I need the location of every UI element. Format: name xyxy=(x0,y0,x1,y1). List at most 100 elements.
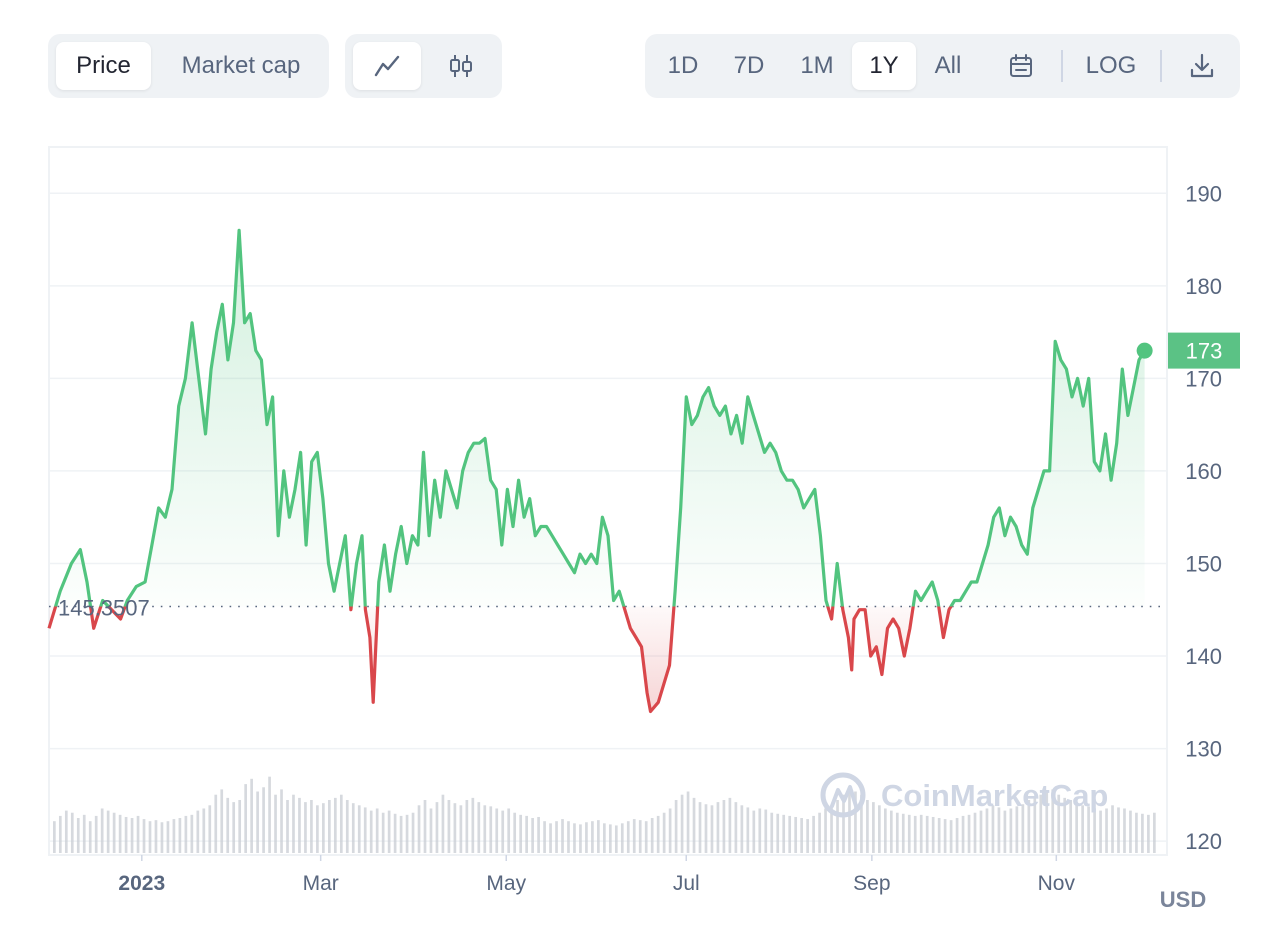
download-button[interactable] xyxy=(1172,42,1232,90)
volume-bar xyxy=(997,807,1001,853)
volume-bar xyxy=(1015,806,1019,853)
volume-bar xyxy=(53,821,56,853)
volume-bar xyxy=(202,808,206,853)
volume-bar xyxy=(1051,789,1055,853)
volume-bar xyxy=(764,809,768,853)
volume-bar xyxy=(1039,794,1043,853)
volume-bar xyxy=(1057,794,1061,853)
volume-bar xyxy=(262,787,265,853)
calendar-button[interactable] xyxy=(991,42,1051,90)
volume-bar xyxy=(64,810,68,853)
volume-bar xyxy=(943,819,947,853)
range-7d-button[interactable]: 7D xyxy=(733,52,765,79)
volume-bar xyxy=(226,797,230,853)
volume-bar xyxy=(860,794,863,853)
volume-bar xyxy=(274,794,277,853)
volume-bar xyxy=(220,789,224,853)
volume-bar xyxy=(1123,808,1126,853)
volume-bar xyxy=(698,802,702,853)
volume-bar xyxy=(178,818,182,853)
volume-bar xyxy=(1027,800,1031,853)
x-tick-label: Nov xyxy=(1038,872,1076,895)
baseline-label: 145.3507 xyxy=(58,595,150,620)
volume-bar xyxy=(286,800,289,853)
line-chart-button[interactable] xyxy=(353,42,421,90)
volume-bar xyxy=(322,803,325,853)
volume-bar xyxy=(339,794,343,853)
volume-bar xyxy=(1033,797,1037,853)
volume-bar xyxy=(142,819,146,853)
volume-bar xyxy=(208,805,212,853)
volume-bar xyxy=(501,810,505,853)
plot-frame xyxy=(48,146,1168,856)
volume-bar xyxy=(429,808,433,853)
volume-bar xyxy=(471,797,475,853)
x-tick-label: Mar xyxy=(303,872,339,895)
volume-bar xyxy=(459,805,463,853)
volume-bar xyxy=(656,815,660,853)
volume-bar xyxy=(632,819,636,853)
volume-bar xyxy=(154,820,158,853)
volume-bar xyxy=(345,800,349,853)
calendar-icon xyxy=(1010,54,1032,77)
volume-bar xyxy=(770,812,774,853)
volume-bar xyxy=(333,797,337,853)
volume-bar xyxy=(919,814,923,853)
volume-bar xyxy=(561,819,564,853)
volume-bar xyxy=(1003,810,1007,853)
volume-bar xyxy=(901,813,905,853)
download-icon xyxy=(1190,53,1214,78)
price-tab[interactable]: Price xyxy=(56,42,151,90)
volume-bar xyxy=(836,800,839,853)
volume-bar xyxy=(280,789,283,853)
current-price-label: 173 xyxy=(1186,339,1223,364)
volume-bar xyxy=(298,797,301,853)
volume-bar xyxy=(907,814,911,853)
y-tick-label: 190 xyxy=(1185,181,1222,206)
volume-bar xyxy=(423,800,427,853)
y-tick-label: 160 xyxy=(1185,459,1222,484)
volume-bar xyxy=(614,825,618,853)
volume-bar xyxy=(184,815,188,853)
candlestick-button[interactable] xyxy=(427,42,495,90)
volume-bar xyxy=(1129,810,1132,853)
market-cap-tab[interactable]: Market cap xyxy=(181,52,301,79)
volume-bar xyxy=(1063,797,1067,853)
volume-bar xyxy=(597,820,600,853)
range-1d-button[interactable]: 1D xyxy=(667,52,699,79)
volume-bar xyxy=(913,815,917,853)
metric-toggle: Price Market cap xyxy=(48,34,329,98)
volume-bar xyxy=(591,821,594,853)
volume-bar xyxy=(710,805,714,853)
range-1y-button[interactable]: 1Y xyxy=(852,42,916,90)
range-all-button[interactable]: All xyxy=(934,52,962,79)
volume-bar xyxy=(686,791,690,853)
volume-bar xyxy=(106,810,110,853)
volume-bar xyxy=(357,805,361,853)
volume-bar xyxy=(955,818,959,853)
volume-bar xyxy=(931,816,935,853)
range-1m-button[interactable]: 1M xyxy=(800,52,834,79)
volume-bar xyxy=(782,814,786,853)
volume-bar xyxy=(573,823,576,853)
log-scale-button[interactable]: LOG xyxy=(1085,52,1137,79)
volume-bar xyxy=(854,791,857,853)
volume-bar xyxy=(925,815,929,853)
volume-bar xyxy=(740,805,744,853)
volume-bar xyxy=(626,821,630,853)
price-line xyxy=(47,228,1146,714)
volume-bar xyxy=(746,807,750,853)
toolbar-divider xyxy=(1160,50,1162,82)
volume-bar xyxy=(387,810,391,853)
volume-bar xyxy=(812,815,815,853)
volume-bar xyxy=(674,800,678,853)
volume-bar xyxy=(662,812,666,853)
volume-bar xyxy=(381,812,385,853)
volume-bar xyxy=(465,800,469,853)
volume-bar xyxy=(728,797,732,853)
volume-bar xyxy=(214,794,218,853)
volume-bar xyxy=(818,812,821,853)
volume-bar xyxy=(88,821,92,853)
x-tick-label: Jul xyxy=(673,872,700,895)
